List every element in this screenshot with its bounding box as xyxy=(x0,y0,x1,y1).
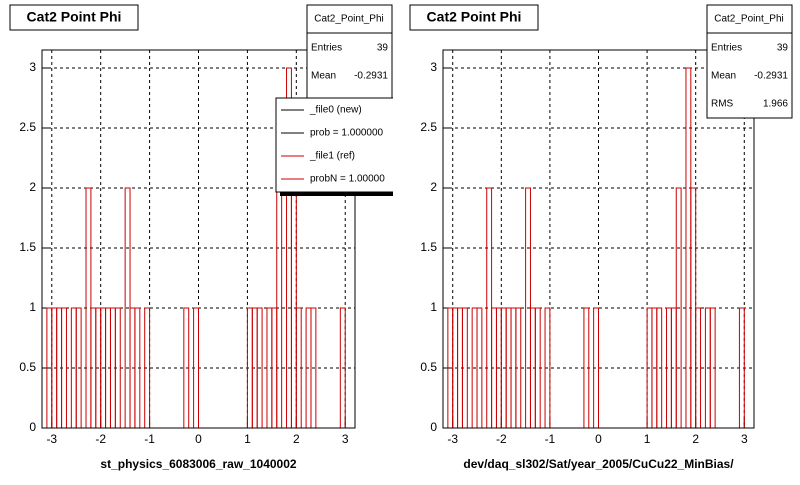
legend-box xyxy=(275,97,393,193)
stats-value: 39 xyxy=(777,43,789,54)
stats-value: -0.2931 xyxy=(754,71,788,82)
legend-label: probN = 1.00000 xyxy=(310,174,385,185)
stats-value: -0.2931 xyxy=(354,71,388,82)
stats-value: 1.966 xyxy=(763,99,788,110)
y-tick-label: 1.5 xyxy=(420,240,437,254)
stats-label: Entries xyxy=(311,43,342,54)
plot-frame xyxy=(442,49,755,429)
y-tick-label: 2.5 xyxy=(420,120,437,134)
y-tick-label: 3 xyxy=(29,60,36,74)
title-box xyxy=(409,4,539,31)
x-tick-label: 3 xyxy=(342,432,349,446)
x-tick-label: 2 xyxy=(293,432,300,446)
x-tick-label: 3 xyxy=(741,432,748,446)
stats-value: 39 xyxy=(377,43,389,54)
x-tick-label: 0 xyxy=(595,432,602,446)
x-tick-label: 2 xyxy=(692,432,699,446)
chart-title: Cat2 Point Phi xyxy=(427,9,522,25)
stats-label: Mean xyxy=(711,71,736,82)
y-tick-label: 1.5 xyxy=(19,240,36,254)
y-tick-label: 0.5 xyxy=(420,360,437,374)
y-tick-label: 1 xyxy=(29,300,36,314)
x-tick-label: -3 xyxy=(46,432,57,446)
y-tick-label: 0 xyxy=(430,420,437,434)
panel: 0 0.5 1 1.5 2 2.5 3 -3 -2 -1 0 1 2 3 st_physics_608300… xyxy=(9,4,393,471)
x-tick-label: -2 xyxy=(496,432,507,446)
stats-title: Cat2_Point_Phi xyxy=(714,14,784,25)
legend-label: _file1 (ref) xyxy=(309,151,355,162)
x-tick-label: 1 xyxy=(644,432,651,446)
stats-box xyxy=(706,4,793,119)
y-tick-label: 2.5 xyxy=(19,120,36,134)
chart-title: Cat2 Point Phi xyxy=(27,9,122,25)
y-tick-label: 0.5 xyxy=(19,360,36,374)
stats-label: RMS xyxy=(711,99,734,110)
y-tick-label: 3 xyxy=(430,60,437,74)
legend-label: prob = 1.000000 xyxy=(310,128,384,139)
stats-label: Mean xyxy=(311,71,336,82)
x-axis-label: dev/daq_sl302/Sat/year_2005/CuCu22_MinBi… xyxy=(463,457,734,471)
panel: 0 0.5 1 1.5 2 2.5 3 -3 -2 -1 0 1 2 3 dev/daq_sl302/Sat… xyxy=(409,4,793,471)
x-tick-label: 0 xyxy=(195,432,202,446)
stats-title: Cat2_Point_Phi xyxy=(314,14,384,25)
title-box xyxy=(9,4,139,31)
x-axis-label: st_physics_6083006_raw_1040002 xyxy=(100,457,296,471)
x-tick-label: -1 xyxy=(144,432,155,446)
legend-label: _file0 (new) xyxy=(309,105,362,116)
y-tick-label: 0 xyxy=(29,420,36,434)
x-tick-label: -3 xyxy=(447,432,458,446)
stats-label: Entries xyxy=(711,43,742,54)
y-tick-label: 2 xyxy=(430,180,437,194)
x-tick-label: -1 xyxy=(545,432,556,446)
x-tick-label: -2 xyxy=(95,432,106,446)
plot-frame xyxy=(41,49,356,429)
y-tick-label: 2 xyxy=(29,180,36,194)
y-tick-label: 1 xyxy=(430,300,437,314)
x-tick-label: 1 xyxy=(244,432,251,446)
